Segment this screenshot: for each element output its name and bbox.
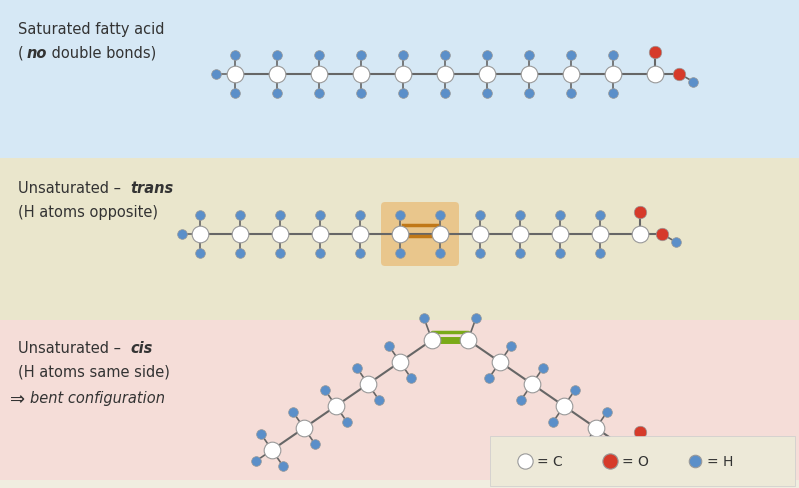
- Text: ⇒: ⇒: [10, 390, 25, 408]
- Text: trans: trans: [130, 181, 173, 196]
- Text: (H atoms opposite): (H atoms opposite): [18, 204, 158, 220]
- Text: cis: cis: [130, 340, 153, 355]
- Text: (H atoms same side): (H atoms same side): [18, 364, 170, 379]
- Text: = O: = O: [622, 454, 649, 468]
- Bar: [0, 0, 799, 159]
- Text: Unsaturated –: Unsaturated –: [18, 181, 125, 196]
- Text: (: (: [18, 46, 24, 61]
- FancyBboxPatch shape: [381, 203, 459, 266]
- Bar: [0, 159, 799, 320]
- Bar: [490, 436, 795, 486]
- Text: = H: = H: [707, 454, 733, 468]
- Text: bent configuration: bent configuration: [30, 390, 165, 405]
- Text: double bonds): double bonds): [47, 46, 157, 61]
- Text: no: no: [27, 46, 47, 61]
- Text: Saturated fatty acid: Saturated fatty acid: [18, 22, 165, 37]
- Text: Unsaturated –: Unsaturated –: [18, 340, 125, 355]
- Bar: [0, 320, 799, 480]
- Text: = C: = C: [537, 454, 562, 468]
